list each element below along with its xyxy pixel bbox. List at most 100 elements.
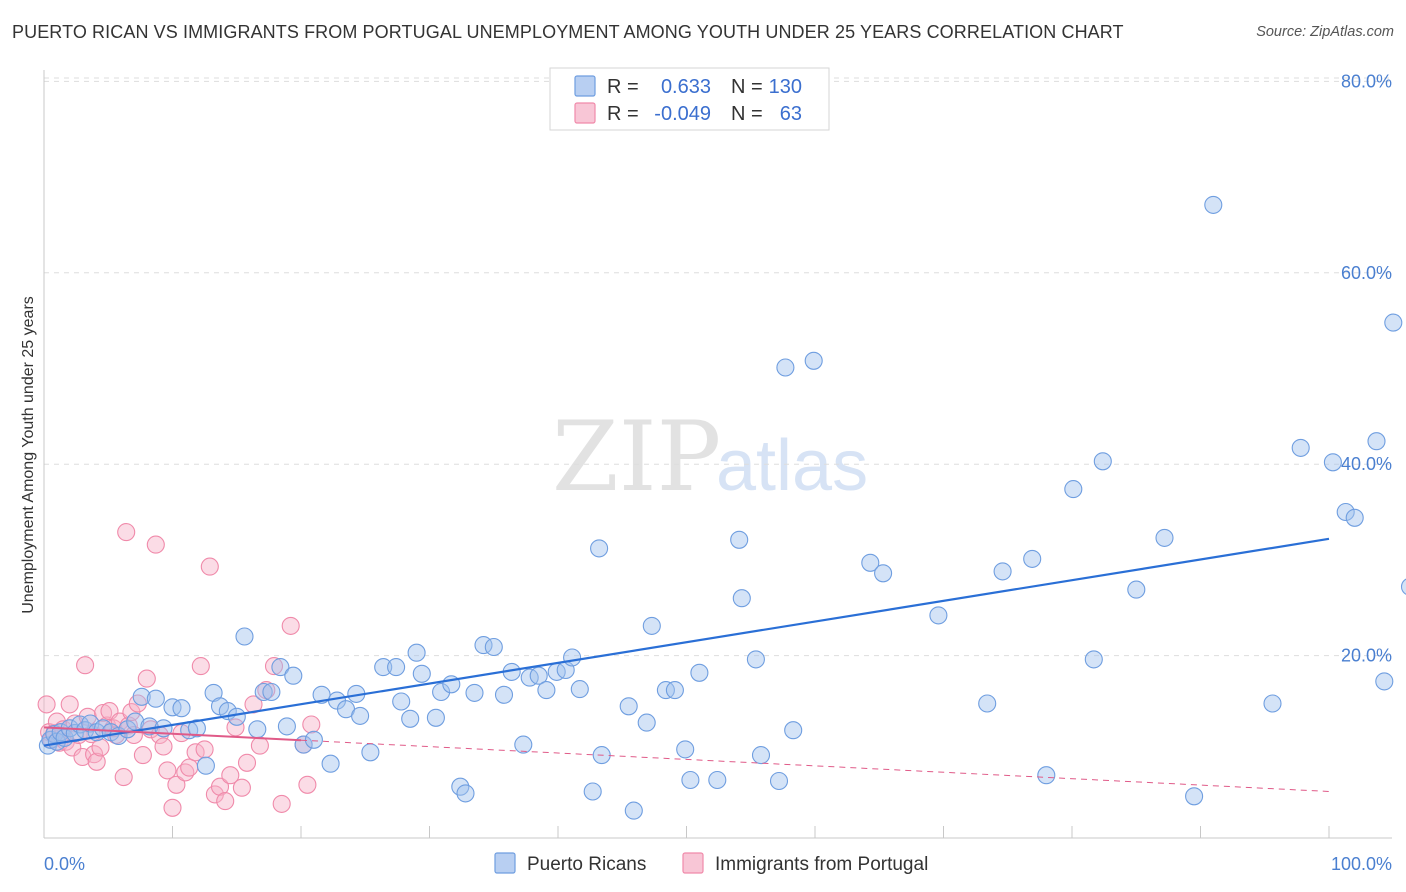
data-point-puerto-rican — [1155, 528, 1174, 547]
data-point-puerto-rican — [146, 689, 165, 708]
chart-title: PUERTO RICAN VS IMMIGRANTS FROM PORTUGAL… — [12, 22, 1124, 42]
data-point-puerto-rican — [392, 692, 411, 711]
data-point-puerto-rican — [494, 685, 514, 704]
legend-n-label-1: N = — [731, 76, 763, 98]
data-point-puerto-rican — [529, 666, 548, 685]
data-point-puerto-rican — [681, 770, 700, 790]
data-point-portugal — [250, 736, 269, 755]
data-point-puerto-rican — [1127, 580, 1146, 599]
x-tick-label-max: 100.0% — [1331, 854, 1392, 874]
data-point-puerto-rican — [637, 713, 656, 732]
data-point-puerto-rican — [1291, 438, 1310, 457]
data-point-puerto-rican — [583, 782, 602, 801]
data-point-puerto-rican — [1037, 766, 1056, 785]
data-point-puerto-rican — [1023, 549, 1042, 568]
data-point-portugal — [221, 766, 240, 785]
y-tick-label: 80.0% — [1341, 71, 1392, 91]
x-tick-label-min: 0.0% — [44, 854, 85, 874]
data-point-puerto-rican — [254, 682, 273, 702]
legend-n-value-2: 63 — [780, 103, 802, 125]
data-point-puerto-rican — [235, 627, 254, 646]
data-point-portugal — [264, 657, 284, 676]
data-point-puerto-rican — [732, 589, 751, 608]
data-point-puerto-rican — [271, 658, 290, 677]
gridlines — [44, 77, 1392, 657]
bottom-legend-portugal: Immigrants from Portugal — [715, 854, 928, 875]
data-point-puerto-rican — [874, 564, 893, 583]
data-point-puerto-rican — [514, 735, 533, 754]
data-point-portugal — [281, 616, 300, 635]
data-point-puerto-rican — [861, 553, 880, 572]
data-point-portugal — [114, 768, 133, 787]
legend-r-value-1: 0.633 — [661, 76, 711, 98]
data-point-puerto-rican — [227, 707, 246, 726]
data-point-portugal — [302, 715, 321, 734]
data-point-puerto-rican — [361, 743, 380, 762]
data-point-portugal — [167, 775, 186, 794]
data-point-puerto-rican — [570, 680, 589, 699]
data-point-puerto-rican — [1064, 480, 1083, 499]
data-point-puerto-rican — [401, 709, 420, 728]
legend-n-value-1: 130 — [769, 76, 802, 98]
legend-r-label-2: R = — [607, 103, 639, 125]
watermark: ZIP atlas — [552, 401, 868, 513]
data-point-portugal — [76, 656, 95, 675]
data-point-puerto-rican — [690, 663, 709, 682]
data-point-puerto-rican — [619, 697, 638, 716]
data-point-portugal — [180, 758, 199, 777]
data-point-puerto-rican — [1185, 787, 1204, 806]
data-point-puerto-rican — [776, 358, 795, 377]
data-point-puerto-rican — [1204, 195, 1223, 214]
data-point-puerto-rican — [172, 699, 191, 718]
legend-n-label-2: N = — [731, 103, 763, 125]
data-point-puerto-rican — [374, 658, 393, 677]
y-axis-label: Unemployment Among Youth under 25 years — [20, 296, 37, 614]
data-point-puerto-rican — [769, 771, 789, 791]
axes — [43, 70, 1392, 839]
data-point-puerto-rican — [351, 706, 370, 725]
bottom-legend-puerto-ricans: Puerto Ricans — [527, 854, 646, 875]
trend-lines — [43, 537, 1330, 792]
data-point-portugal — [158, 761, 177, 780]
data-point-puerto-rican — [520, 668, 539, 687]
trend-line-portugal-solid — [43, 726, 302, 742]
data-point-portugal — [91, 738, 110, 757]
data-point-puerto-rican — [978, 694, 997, 713]
legend-r-label-1: R = — [607, 76, 639, 98]
data-point-portugal — [232, 778, 251, 797]
data-point-puerto-rican — [624, 801, 643, 820]
data-point-puerto-rican — [676, 740, 695, 759]
bottom-legend-swatch-pink — [682, 852, 704, 874]
data-point-puerto-rican — [321, 754, 340, 773]
data-point-puerto-rican — [248, 720, 267, 739]
y-tick-label: 60.0% — [1341, 263, 1392, 283]
data-point-puerto-rican — [132, 687, 151, 706]
data-point-puerto-rican — [187, 719, 206, 738]
bottom-legend-swatch-blue — [494, 852, 516, 874]
data-point-puerto-rican — [1084, 650, 1103, 669]
data-point-puerto-rican — [484, 637, 503, 657]
data-point-puerto-rican — [751, 746, 771, 765]
data-point-puerto-rican — [746, 650, 765, 669]
chart-source: Source: ZipAtlas.com — [1256, 24, 1394, 40]
y-tick-label: 20.0% — [1341, 646, 1392, 666]
data-point-puerto-rican — [1367, 432, 1386, 451]
legend-frame — [549, 67, 830, 131]
data-point-puerto-rican — [537, 681, 556, 700]
data-point-puerto-rican — [1400, 578, 1406, 595]
watermark-zip: ZIP — [552, 401, 721, 513]
data-point-portugal — [195, 740, 214, 759]
data-point-puerto-rican — [929, 606, 948, 625]
data-point-portugal — [200, 557, 219, 576]
data-point-portugal — [210, 777, 230, 796]
data-point-portugal — [146, 535, 165, 554]
legend-swatch-blue — [574, 75, 596, 97]
data-point-puerto-rican — [277, 717, 296, 736]
x-tick-labels: 0.0% 100.0% — [44, 854, 1392, 874]
data-point-puerto-rican — [284, 666, 303, 685]
data-point-puerto-rican — [590, 539, 609, 558]
data-point-portugal — [73, 747, 92, 767]
data-point-portugal — [237, 753, 257, 772]
data-point-portugal — [216, 792, 235, 811]
bottom-legend: Puerto Ricans Immigrants from Portugal — [494, 852, 928, 875]
